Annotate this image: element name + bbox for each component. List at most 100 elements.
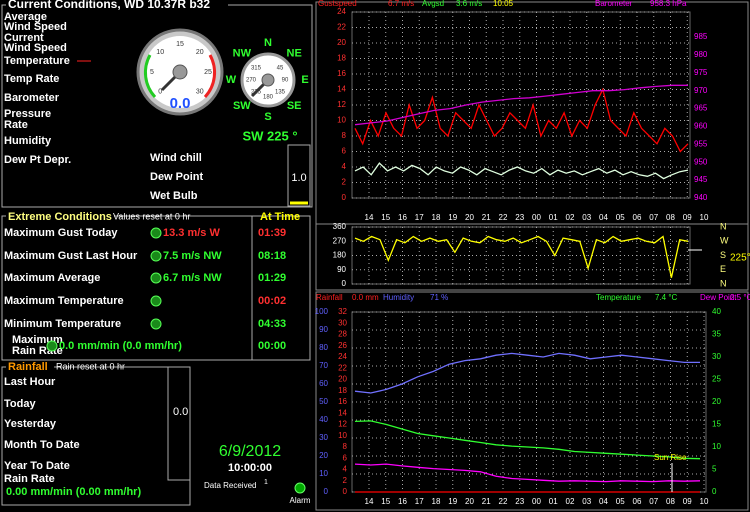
- alarm-light[interactable]: [294, 482, 306, 494]
- compass-degree: 180: [263, 95, 274, 101]
- y-tick-label: 4: [342, 162, 347, 171]
- y-tick-label: 18: [337, 54, 346, 63]
- axis-letter: W: [720, 236, 729, 246]
- rain-panel: [1, 366, 191, 506]
- gauge-scale: 15: [176, 41, 184, 48]
- y-tick-label: 18: [338, 386, 347, 395]
- field-label: Last Hour: [4, 376, 56, 388]
- field-label: Wind Speed: [4, 42, 67, 54]
- compass-degree: 45: [277, 66, 284, 72]
- x-tick-label: 20: [465, 497, 474, 506]
- x-tick-label: 09: [683, 213, 692, 222]
- series-line: [354, 84, 688, 126]
- y-tick-label: 940: [694, 193, 708, 202]
- chart-header: 958.3 hPa: [650, 0, 687, 8]
- y-tick-label: 0: [324, 487, 329, 496]
- x-tick-label: 15: [381, 213, 390, 222]
- field-time: 01:39: [258, 227, 286, 239]
- y-tick-label: 60: [319, 379, 328, 388]
- x-tick-label: 05: [616, 213, 625, 222]
- field-label: Maximum Gust Today: [4, 227, 118, 239]
- title-bg: [6, 361, 54, 373]
- y-tick-label: 14: [337, 85, 346, 94]
- chart-header: 0.0 mm: [352, 293, 379, 302]
- x-tick-label: 06: [633, 213, 642, 222]
- status-dot: [150, 318, 162, 330]
- panel-note: Rain reset at 0 hr: [56, 361, 125, 371]
- x-tick-label: 08: [666, 213, 675, 222]
- x-tick-label: 10: [700, 497, 709, 506]
- annotation: Sun Rise: [654, 453, 687, 462]
- x-tick-label: 23: [515, 213, 524, 222]
- gauge-scale: 30: [196, 89, 204, 96]
- field-label: Current: [4, 32, 44, 44]
- panel-note: Values reset at 0 hr: [113, 211, 190, 221]
- compass-point: NW: [233, 48, 252, 60]
- chart-frame: [315, 1, 749, 225]
- compass-point: E: [301, 74, 308, 86]
- alarm-label: Alarm: [290, 496, 311, 505]
- x-tick-label: 08: [666, 497, 675, 506]
- bar-value: 1.0: [291, 172, 306, 184]
- field-value: 0.00 mm/min (0.00 mm/hr): [6, 486, 141, 498]
- status-dot: [46, 340, 58, 352]
- y-tick-label: 22: [337, 23, 346, 32]
- x-tick-label: 14: [365, 213, 374, 222]
- field-label: Humidity: [4, 135, 52, 147]
- compass-degree: 90: [282, 78, 289, 84]
- chart-header: 3.6 m/s: [456, 0, 482, 8]
- chart-header: Rainfall: [316, 293, 343, 302]
- time: 10:00:00: [228, 462, 272, 474]
- field-label: Today: [4, 398, 36, 410]
- y-tick-label: 30: [338, 318, 347, 327]
- y-tick-label: 22: [338, 363, 347, 372]
- field-label: Pressure: [4, 108, 51, 120]
- x-tick-label: 22: [499, 213, 508, 222]
- series-line: [354, 352, 700, 394]
- y-tick-label: 965: [694, 104, 708, 113]
- y-tick-label: 270: [333, 236, 347, 245]
- y-tick-label: 50: [319, 397, 328, 406]
- x-tick-label: 22: [499, 497, 508, 506]
- y-tick-label: 30: [712, 352, 721, 361]
- compass-point: N: [264, 37, 272, 49]
- y-tick-label: 10: [338, 431, 347, 440]
- x-tick-label: 03: [582, 497, 591, 506]
- x-tick-label: 17: [415, 497, 424, 506]
- y-tick-label: 0: [712, 487, 717, 496]
- status-dot: [150, 295, 162, 307]
- title-bg: [6, 211, 114, 223]
- gauge-scale: 5: [150, 69, 154, 76]
- gauge-value: 0.0: [170, 95, 191, 112]
- status-dot: [150, 227, 162, 239]
- x-tick-label: 15: [381, 497, 390, 506]
- x-tick-label: 04: [599, 497, 608, 506]
- y-tick-label: 10: [319, 469, 328, 478]
- field-value: 13.3 m/s W: [163, 227, 220, 239]
- y-tick-label: 40: [319, 415, 328, 424]
- series-line: [354, 420, 701, 460]
- column-title: At Time: [260, 211, 300, 223]
- field-label: Temp Rate: [4, 73, 59, 85]
- y-tick-label: 8: [343, 442, 348, 451]
- x-tick-label: 21: [482, 497, 491, 506]
- field-label: Wet Bulb: [150, 190, 198, 202]
- field-label: Maximum Gust Last Hour: [4, 250, 138, 262]
- field-label: Maximum Temperature: [4, 295, 124, 307]
- y-tick-label: 360: [333, 222, 347, 231]
- at-time-panel: [251, 215, 311, 361]
- compass-knob: [261, 73, 275, 87]
- y-tick-label: 25: [712, 375, 721, 384]
- y-tick-label: 6: [343, 453, 348, 462]
- chart-header: Avgsd: [422, 0, 444, 8]
- series-line: [354, 463, 701, 483]
- x-tick-label: 00: [532, 213, 541, 222]
- field-label: Rain Rate: [4, 473, 55, 485]
- y-tick-label: 16: [337, 69, 346, 78]
- status-count: 1: [264, 479, 268, 486]
- compass-point: SW: [233, 100, 251, 112]
- x-tick-label: 14: [365, 497, 374, 506]
- x-tick-label: 19: [448, 213, 457, 222]
